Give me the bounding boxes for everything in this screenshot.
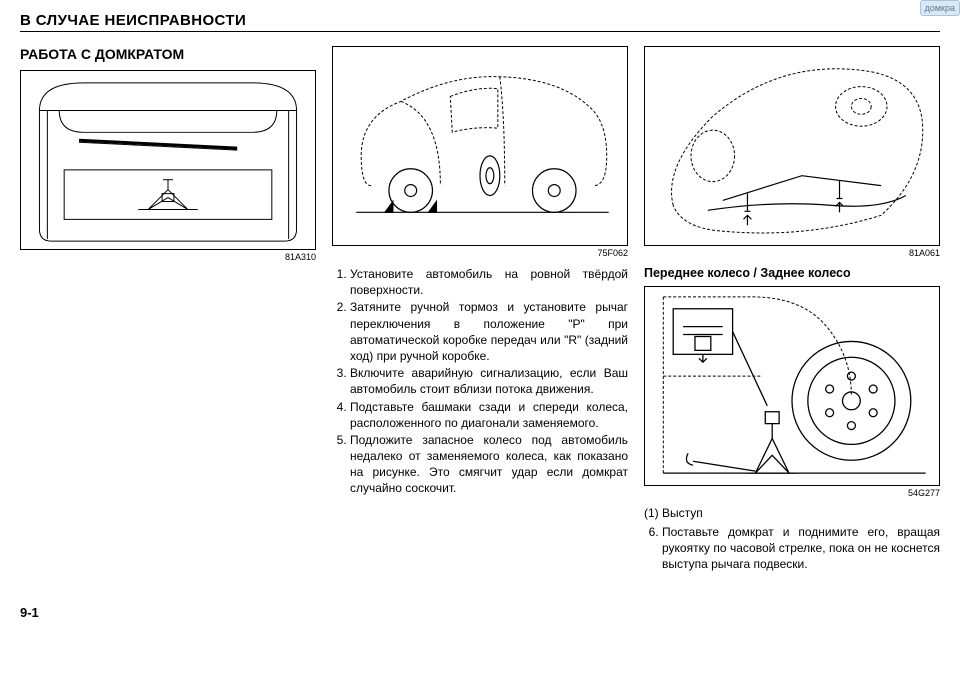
step-6: Поставьте домкрат и поднимите его, враща… <box>662 524 940 573</box>
step-3: Включите аварийную сигнализацию, если Ва… <box>350 365 628 397</box>
column-right: 81A061 Переднее колесо / Заднее колесо <box>644 46 940 577</box>
figure-code-1: 81A310 <box>20 252 316 262</box>
instruction-list: Установите автомобиль на ровной твёрдой … <box>332 266 628 497</box>
browser-tooltip: домкра <box>920 0 960 16</box>
figure-jack-point <box>644 286 940 486</box>
chapter-title: В СЛУЧАЕ НЕИСПРАВНОСТИ <box>20 12 940 29</box>
step-5: Подложите запасное колесо под автомобиль… <box>350 432 628 497</box>
page-columns: РАБОТА С ДОМКРАТОМ <box>20 46 940 577</box>
figure-trunk-jack <box>20 70 316 250</box>
instruction-list-continued: Поставьте домкрат и поднимите его, враща… <box>644 524 940 573</box>
column-left: РАБОТА С ДОМКРАТОМ <box>20 46 316 577</box>
wheel-subheading: Переднее колесо / Заднее колесо <box>644 266 940 280</box>
section-title: РАБОТА С ДОМКРАТОМ <box>20 46 316 62</box>
callout-1: (1) Выступ <box>644 506 940 520</box>
car-side-illustration <box>333 47 627 245</box>
step-2: Затяните ручной тормоз и установите рыча… <box>350 299 628 364</box>
trunk-illustration <box>21 71 315 249</box>
column-middle: 75F062 Установите автомобиль на ровной т… <box>332 46 628 577</box>
step-1: Установите автомобиль на ровной твёрдой … <box>350 266 628 298</box>
step-4: Подставьте башмаки сзади и спереди колес… <box>350 399 628 431</box>
jack-point-illustration <box>645 287 939 485</box>
figure-underside <box>644 46 940 246</box>
title-rule <box>20 31 940 32</box>
figure-code-3: 81A061 <box>644 248 940 258</box>
figure-code-4: 54G277 <box>644 488 940 498</box>
figure-car-chocks <box>332 46 628 246</box>
underside-illustration <box>645 47 939 245</box>
page-number: 9-1 <box>20 605 940 620</box>
figure-code-2: 75F062 <box>332 248 628 258</box>
